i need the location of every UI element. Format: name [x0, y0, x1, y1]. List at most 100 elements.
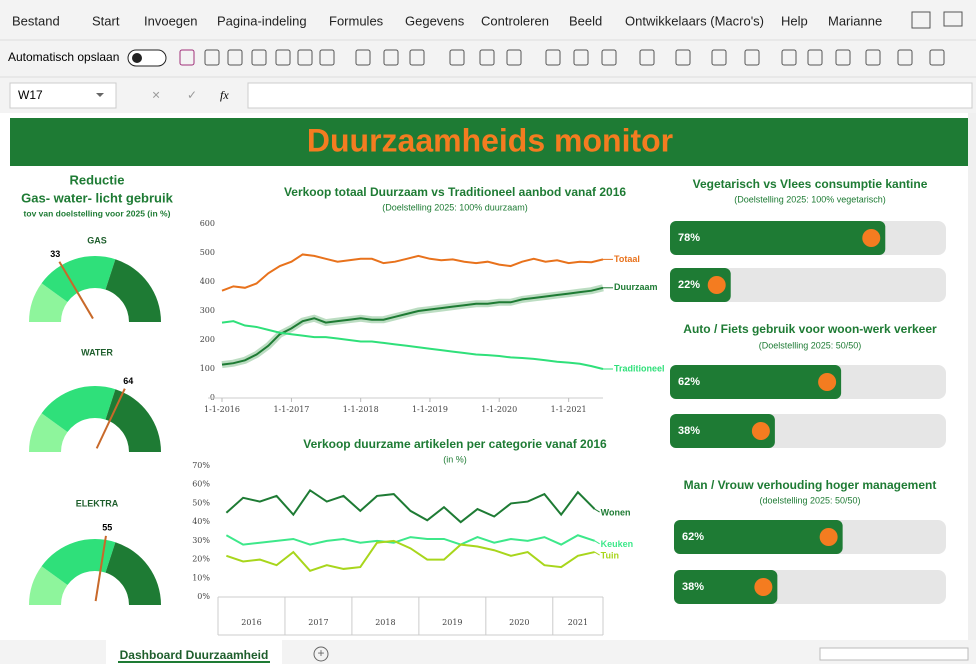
fx-label: fx: [220, 88, 229, 102]
toolbar-icon[interactable]: [744, 49, 760, 66]
toolbar-icon[interactable]: [275, 49, 291, 66]
bar-label: 38%: [682, 581, 704, 593]
gauge-zone: [29, 413, 68, 452]
gauge-zone: [105, 259, 161, 322]
toolbar-icon[interactable]: [251, 49, 267, 66]
y-tick-label: 20%: [192, 555, 210, 564]
toolbar-icon[interactable]: [355, 49, 371, 66]
line: [221, 320, 604, 370]
gauges-title: Reductie: [70, 172, 125, 187]
menu-item[interactable]: Start: [92, 13, 120, 28]
y-tick-label: 30%: [192, 536, 210, 545]
series-label: Wonen: [601, 507, 631, 517]
gauge-zone: [41, 539, 116, 586]
toolbar-icon[interactable]: [897, 49, 913, 66]
scrollbar[interactable]: [968, 113, 976, 640]
toolbar-icon[interactable]: [865, 49, 881, 66]
gauge-zone: [29, 283, 68, 322]
x-tick-label: 2018: [375, 618, 395, 627]
line: [225, 534, 595, 546]
menu-item[interactable]: Invoegen: [144, 13, 198, 28]
toolbar-icon[interactable]: [807, 49, 823, 66]
x-tick-label: 1-1-2016: [204, 405, 240, 414]
bar-label: 78%: [678, 232, 700, 244]
x-tick-label: 1-1-2018: [343, 405, 379, 414]
toolbar-icon[interactable]: [449, 49, 465, 66]
y-tick-label: 200: [200, 335, 215, 344]
name-box[interactable]: [9, 82, 117, 109]
x-tick-label: 1-1-2020: [481, 405, 517, 414]
bar-label: 62%: [678, 376, 700, 388]
toolbar-icons: [179, 49, 945, 66]
toolbar-icon[interactable]: [639, 49, 655, 66]
toolbar-icon[interactable]: [835, 49, 851, 66]
sheet-tab[interactable]: [106, 640, 282, 664]
menu-item[interactable]: Gegevens: [405, 13, 465, 28]
toolbar-icon[interactable]: [479, 49, 495, 66]
toolbar-icon[interactable]: [506, 49, 522, 66]
y-tick-label: 0%: [197, 592, 210, 601]
menu-item[interactable]: Pagina-indeling: [217, 13, 307, 28]
formula-input[interactable]: [247, 82, 973, 109]
share-icon[interactable]: [911, 11, 931, 29]
h-scrollbar[interactable]: [819, 647, 969, 661]
toolbar-icon[interactable]: [319, 49, 335, 66]
toolbar-icon[interactable]: [297, 49, 313, 66]
bar: [670, 365, 842, 399]
toolbar-icon[interactable]: [179, 49, 195, 66]
section-subtitle: (Doelstelling 2025: 100% vegetarisch): [734, 194, 886, 204]
bar-label: 22%: [678, 279, 700, 291]
title-band: [10, 118, 968, 166]
toolbar-icon[interactable]: [204, 49, 220, 66]
series-label: Keuken: [601, 539, 634, 549]
toolbar-icon[interactable]: [545, 49, 561, 66]
menu-item[interactable]: Ontwikkelaars (Macro's): [625, 13, 764, 28]
toolbar-icon[interactable]: [409, 49, 425, 66]
menu-item[interactable]: Formules: [329, 13, 384, 28]
y-tick-label: 100: [200, 364, 215, 373]
toolbar-icon[interactable]: [929, 49, 945, 66]
y-tick-label: 50%: [192, 498, 210, 507]
menu-item[interactable]: Controleren: [481, 13, 549, 28]
gauge-zone: [105, 542, 161, 605]
toolbar-icon[interactable]: [601, 49, 617, 66]
y-tick-label: 500: [200, 248, 215, 257]
menu-item[interactable]: Help: [781, 13, 808, 28]
gauges-subtitle: Gas- water- licht gebruik: [21, 190, 173, 205]
series-label: Totaal: [614, 254, 640, 264]
toolbar-icon[interactable]: [573, 49, 589, 66]
x-tick-label: 1-1-2019: [412, 405, 448, 414]
y-tick-label: 60%: [192, 480, 210, 489]
line: [226, 539, 595, 572]
bar: [670, 414, 775, 448]
menu-item[interactable]: Beeld: [569, 13, 602, 28]
toolbar-icon[interactable]: [383, 49, 399, 66]
menu-item[interactable]: Marianne: [828, 13, 882, 28]
dashboard: GAS 33 WATER 64 ELEKTRA 55 Verkoop totaal Duur…: [29, 177, 946, 636]
name-box-text: W17: [18, 88, 43, 102]
x-tick-label: 2017: [308, 618, 328, 627]
menu-item[interactable]: Bestand: [12, 13, 60, 28]
toolbar-icon[interactable]: [675, 49, 691, 66]
gauge-zone: [105, 389, 161, 452]
toolbar-icon[interactable]: [227, 49, 243, 66]
bar: [670, 221, 886, 255]
bar-track: [670, 268, 946, 302]
chart-title: Verkoop duurzame artikelen per categorie…: [303, 437, 607, 451]
x-tick-label: 1-1-2017: [273, 405, 309, 414]
add-sheet[interactable]: [313, 646, 329, 662]
dropdown-arrow: [96, 93, 104, 97]
bar-label: 38%: [678, 425, 700, 437]
toolbar-icon[interactable]: [781, 49, 797, 66]
y-tick-label: 300: [200, 306, 215, 315]
gauge-value: 33: [50, 249, 60, 259]
gauge-label: WATER: [81, 347, 113, 357]
comment-icon[interactable]: [943, 11, 963, 27]
gauge-value: 64: [123, 376, 133, 386]
sheet-tab-label: Dashboard Duurzaamheid: [120, 648, 269, 662]
y-tick-label: 10%: [192, 573, 210, 582]
toolbar-icon[interactable]: [711, 49, 727, 66]
x-tick-label: 1-1-2021: [551, 405, 587, 414]
gauge-value: 55: [102, 522, 112, 532]
series-label: Traditioneel: [614, 363, 665, 373]
